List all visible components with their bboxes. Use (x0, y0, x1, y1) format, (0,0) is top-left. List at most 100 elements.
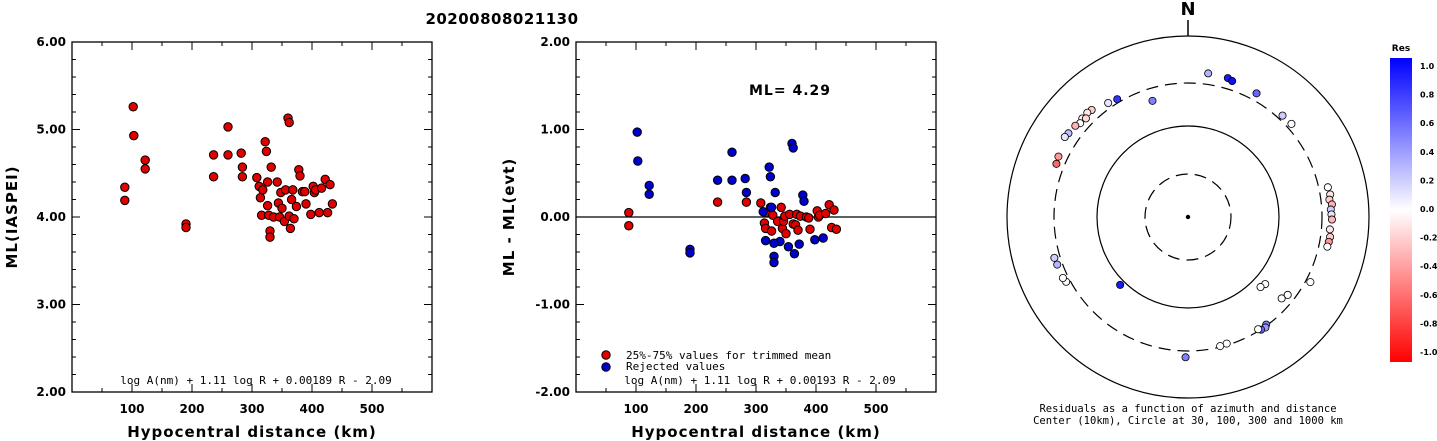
data-point (741, 187, 752, 198)
station-point (1228, 77, 1237, 86)
data-point (120, 182, 130, 192)
data-point (758, 207, 768, 217)
data-point (741, 197, 752, 207)
station-point (1216, 342, 1225, 351)
y-tick-label: 2.00 (36, 385, 66, 399)
colorbar-title: Res (1392, 44, 1410, 54)
station-point (1254, 325, 1263, 334)
data-point (727, 175, 737, 185)
data-point (286, 194, 297, 205)
x-tick-label: 200 (683, 402, 708, 416)
data-point (760, 235, 771, 246)
y-axis-title: ML(IASPEI) (3, 165, 21, 268)
tick-marks (72, 41, 432, 393)
colorbar-tick-labels: 1.0 0.8 0.6 0.4 0.2 0.0 -0.2 -0.4 -0.6 -0.8 -1.0 (1420, 62, 1437, 357)
data-point (644, 180, 654, 191)
y-tick-label: 4.00 (36, 210, 66, 224)
data-point (804, 213, 814, 223)
y-tick-label: -2.00 (535, 385, 570, 399)
station-point (1081, 114, 1090, 123)
data-point (288, 185, 298, 195)
x-axis-title: Hypocentral distance (km) (631, 423, 881, 441)
data-point (289, 214, 299, 224)
station-point (1323, 183, 1332, 192)
x-tick-label: 200 (179, 402, 204, 416)
data-point (262, 200, 273, 211)
data-point (783, 242, 794, 252)
tick-labels: 100 200 300 400 500 -2.00 -1.00 0.00 1.00 2.00 (535, 35, 888, 416)
data-point (237, 172, 248, 182)
data-point (262, 177, 273, 187)
data-point (295, 171, 305, 181)
data-point (300, 186, 310, 197)
station-point (1204, 69, 1213, 78)
colorbar-tick-label: 0.4 (1420, 148, 1435, 157)
data-point (712, 175, 723, 185)
data-point (260, 137, 270, 147)
x-axis-title: Hypocentral distance (km) (127, 423, 377, 441)
data-point (301, 199, 311, 209)
caption-line-1: Residuals as a function of azimuth and d… (1039, 403, 1336, 415)
data-point (769, 238, 779, 248)
legend-marker-rejected (601, 362, 611, 372)
data-point (255, 193, 266, 203)
data-point (624, 221, 634, 231)
data-point (265, 232, 275, 242)
station-point (1277, 294, 1286, 303)
data-point (764, 162, 774, 172)
data-point (223, 150, 233, 160)
data-point (624, 207, 634, 218)
station-point (1325, 225, 1334, 234)
station-point (1113, 95, 1122, 104)
center-dot (1185, 214, 1191, 220)
data-points (624, 127, 842, 268)
station-point (1283, 290, 1292, 299)
data-point (236, 148, 246, 158)
colorbar-gradient (1390, 58, 1412, 362)
legend-label-trimmed: 25%-75% values for trimmed mean (626, 349, 831, 362)
colorbar-tick-label: -0.6 (1420, 291, 1437, 300)
data-point (261, 146, 272, 157)
data-point (128, 102, 138, 112)
data-point (788, 143, 798, 153)
distance-ring-1000km (1006, 35, 1370, 399)
colorbar-tick-label: 0.6 (1420, 119, 1435, 128)
data-point (632, 127, 642, 137)
station-point (1050, 253, 1059, 262)
data-point (120, 195, 130, 206)
station-point (1071, 121, 1080, 130)
data-point (272, 177, 282, 187)
data-point (740, 173, 750, 184)
y-tick-label: 1.00 (540, 123, 570, 137)
distance-ring-300km (1053, 82, 1323, 352)
station-point (1060, 132, 1069, 141)
station-point (1053, 260, 1062, 269)
data-point (766, 226, 777, 236)
colorbar-tick-label: 0.2 (1420, 176, 1434, 185)
colorbar-tick-label: -0.2 (1420, 234, 1437, 243)
tick-marks (576, 41, 936, 393)
data-point (829, 205, 839, 215)
station-point (1181, 353, 1190, 362)
y-tick-label: 5.00 (36, 123, 66, 137)
data-point (208, 150, 219, 160)
data-point (644, 189, 654, 199)
data-point (770, 187, 780, 198)
data-point (140, 164, 150, 174)
data-point (258, 185, 268, 195)
data-point (322, 207, 333, 218)
x-tick-label: 100 (119, 402, 144, 416)
legend-marker-trimmed (601, 350, 611, 360)
data-point (805, 224, 815, 234)
station-point (1052, 159, 1061, 168)
data-point (306, 209, 316, 220)
ml-vs-distance-plot: 100 200 300 400 500 2.00 3.00 4.00 5.00 6.00 Hypo… (3, 35, 433, 441)
x-tick-label: 500 (359, 402, 384, 416)
data-point (756, 198, 766, 208)
data-point (820, 208, 831, 219)
station-residuals (1050, 69, 1336, 362)
caption-line-2: Center (10km), Circle at 30, 100, 300 an… (1033, 415, 1343, 427)
data-point (769, 257, 779, 268)
legend-label-rejected: Rejected values (626, 360, 725, 373)
data-point (776, 202, 786, 213)
